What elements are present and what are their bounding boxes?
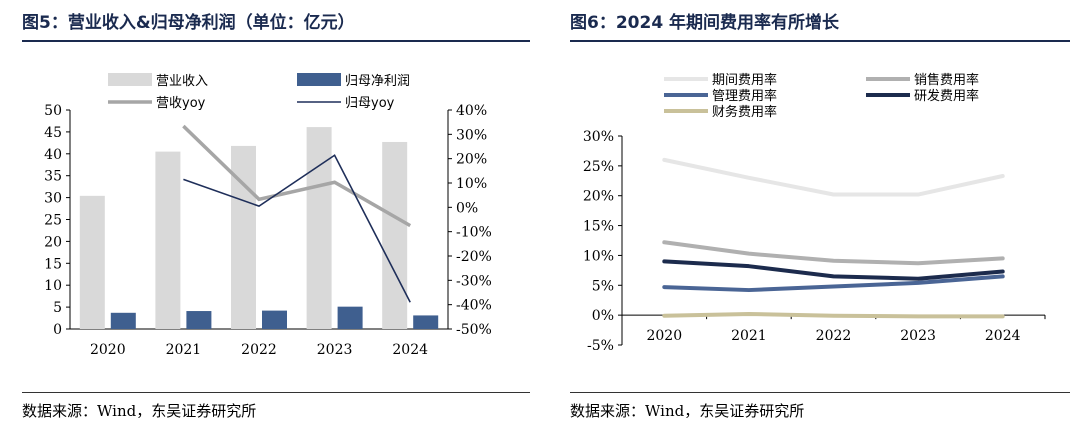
x-tick-label: 2021 [166,342,202,358]
legend-swatch [108,73,152,86]
legend-label: 研发费用率 [914,88,979,104]
y-tick-label: 15% [583,219,614,235]
legend-label: 销售费用率 [914,72,979,88]
y-tick-label-right: -50% [456,322,492,338]
line-revenue-yoy [182,124,412,228]
y-tick-label-right: -20% [456,249,492,265]
y-tick-label: 25% [583,159,614,175]
line-series-3 [662,274,1005,293]
bar-net-profit [186,311,212,329]
bar-revenue [155,151,181,329]
figure-title: 图6：2024 年期间费用率有所增长 [570,13,840,33]
x-tick-label: 2020 [90,342,126,358]
x-tick-label: 2024 [985,328,1021,344]
y-tick-label-left: 50 [44,103,62,119]
bar-revenue [306,127,332,329]
source-note: 数据来源：Wind，东吴证券研究所 [22,402,257,420]
legend-swatch [297,73,341,86]
bar-revenue [79,195,105,329]
y-tick-label: 20% [583,189,614,205]
y-tick-label-left: 10 [44,278,62,294]
x-tick-label: 2020 [646,328,682,344]
y-tick-label-right: 10% [456,176,487,192]
y-tick-label: -5% [587,338,614,354]
line-series-1 [662,157,1005,197]
figure-panel-revenue-profit: 图5：营业收入&归母净利润（单位：亿元） 0 5 10 15 20 25 30 35 40 45 5… [22,13,530,420]
y-tick-label-left: 40 [44,147,62,163]
bar-net-profit [413,315,439,329]
legend-label: 管理费用率 [712,88,777,104]
x-tick-label: 2022 [816,328,852,344]
y-tick-label-right: -40% [456,298,492,314]
x-tick-label: 2023 [900,328,936,344]
bar-net-profit [110,312,136,329]
y-tick-label: 5% [592,278,614,294]
line-series-4 [662,259,1005,281]
legend-label: 营业收入 [156,74,208,89]
expense-ratio-chart: -5% 0% 5% 10% 15% 20% 25% 30% 2020 2021 2022 2023 20… [583,72,1046,354]
y-tick-label-right: 20% [456,152,487,168]
line-series-5 [662,311,1005,319]
y-tick-label-right: -30% [456,273,492,289]
source-rule [570,392,1070,393]
title-rule [22,40,530,42]
revenue-profit-chart: 0 5 10 15 20 25 30 35 40 45 50 -50% -40% -30% -20% -10%… [44,73,492,358]
y-tick-label-left: 20 [44,234,62,250]
bar-revenue [382,141,408,329]
title-rule [570,40,1070,42]
y-tick-label-left: 0 [53,322,62,338]
legend-label: 期间费用率 [712,72,777,88]
legend-label: 财务费用率 [712,104,777,120]
legend-label: 营收yoy [156,96,206,111]
y-tick-label-left: 45 [44,125,62,141]
source-note: 数据来源：Wind，东吴证券研究所 [570,402,805,420]
y-tick-label-left: 5 [53,300,62,316]
y-tick-label-left: 15 [44,256,62,272]
line-series-2 [662,240,1005,266]
x-tick-label: 2024 [392,342,428,358]
legend-label: 归母yoy [345,96,395,111]
y-tick-label-left: 30 [44,191,62,207]
x-tick-label: 2023 [317,342,353,358]
y-tick-label: 30% [583,129,614,145]
figure-panel-expense-ratio: 图6：2024 年期间费用率有所增长 -5% 0% 5% 10% 15% 20% 25% 30… [540,0,1080,431]
figure-title: 图5：营业收入&归母净利润（单位：亿元） [22,13,355,33]
x-tick-label: 2022 [241,342,277,358]
y-tick-label-right: 40% [456,103,487,119]
y-tick-label: 10% [583,248,614,264]
source-rule [22,392,530,393]
y-tick-label-right: 0% [456,200,478,216]
legend-label: 归母净利润 [345,74,410,89]
y-tick-label-right: 30% [456,127,487,143]
bar-net-profit [337,306,363,329]
y-tick-label: 0% [592,308,614,324]
y-tick-label-left: 35 [44,169,62,185]
y-tick-label-left: 25 [44,213,62,229]
bar-net-profit [262,310,287,329]
line-profit-yoy [183,154,411,303]
x-tick-label: 2021 [731,328,767,344]
y-tick-label-right: -10% [456,225,492,241]
